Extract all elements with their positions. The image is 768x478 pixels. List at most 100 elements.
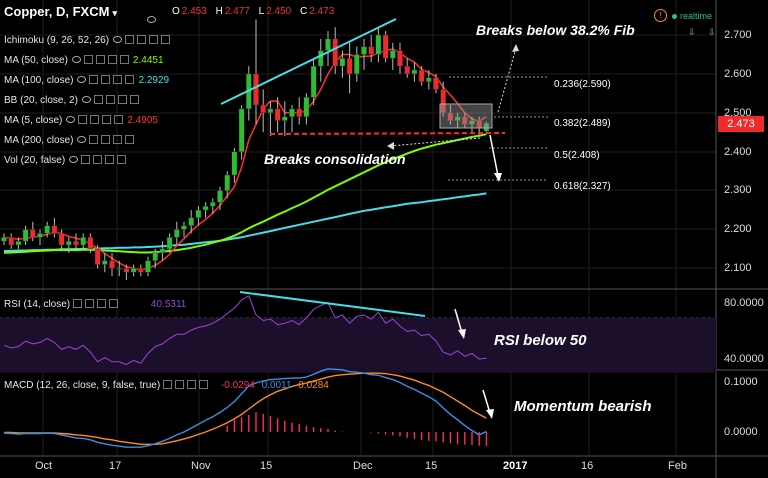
close-icon[interactable]: [125, 75, 135, 84]
ma50-line: [3, 133, 487, 254]
close-icon[interactable]: [119, 55, 129, 64]
symbol-title[interactable]: Copper, D, FXCM ▾: [4, 4, 117, 19]
indicator-row[interactable]: BB (20, close, 2): [4, 93, 143, 108]
time-axis-label: 15: [425, 460, 438, 472]
candle-body: [123, 268, 130, 273]
annotation-fib-break: Breaks below 38.2% Fib: [476, 22, 635, 38]
alert-icon[interactable]: !: [654, 9, 667, 22]
candle-body: [282, 116, 288, 121]
consolidation-box: [439, 103, 493, 129]
settings-icon[interactable]: [83, 55, 93, 64]
candle-body: [58, 233, 65, 246]
fib-label-05: 0.5(2.408): [554, 150, 600, 161]
indicator-label: BB (20, close, 2): [4, 95, 78, 106]
add-icon[interactable]: [113, 135, 123, 144]
time-axis-label: 2017: [503, 460, 528, 472]
settings-icon[interactable]: [78, 115, 88, 124]
candle-body: [390, 50, 396, 59]
source-icon[interactable]: [101, 135, 111, 144]
candle-body: [37, 233, 43, 238]
source-icon[interactable]: [105, 95, 115, 104]
settings-icon[interactable]: [93, 95, 103, 104]
scroll-down-icon[interactable]: ⇩: [688, 27, 696, 37]
time-axis-label: Oct: [35, 460, 53, 472]
indicator-label: MA (50, close): [4, 55, 68, 66]
eye-icon[interactable]: [66, 116, 76, 123]
eye-icon[interactable]: [77, 136, 87, 143]
candle-body: [224, 174, 231, 191]
close-icon[interactable]: [117, 155, 127, 164]
close-icon[interactable]: [114, 115, 124, 124]
price-axis-tick: 2.600: [724, 68, 752, 80]
candle-body: [130, 268, 137, 273]
rsi-header[interactable]: RSI (14, close) 40.5311: [4, 299, 187, 310]
settings-icon[interactable]: [89, 135, 99, 144]
indicator-row[interactable]: MA (200, close): [4, 133, 138, 148]
source-icon[interactable]: [101, 75, 111, 84]
last-price-tag: 2.473: [718, 116, 764, 132]
candle-body: [426, 77, 432, 82]
candle-body: [80, 237, 86, 246]
candle-body: [303, 97, 310, 117]
eye-icon[interactable]: [71, 56, 81, 63]
add-icon[interactable]: [149, 35, 159, 44]
add-icon[interactable]: [105, 155, 115, 164]
source-icon[interactable]: [137, 35, 147, 44]
consolidation-line: [269, 132, 506, 135]
candle-body: [173, 229, 180, 238]
macd-axis-tick-0100: 0.1000: [724, 376, 758, 388]
add-icon[interactable]: [107, 55, 117, 64]
settings-icon[interactable]: [81, 155, 91, 164]
candle-body: [296, 108, 303, 117]
indicator-value: 2.2929: [138, 75, 170, 86]
indicator-row[interactable]: MA (5, close) 2.4905: [4, 113, 158, 128]
candle-body: [137, 268, 144, 273]
annotation-macd: Momentum bearish: [514, 398, 652, 415]
indicator-row[interactable]: MA (100, close) 2.2929: [4, 73, 169, 88]
eye-icon[interactable]: [77, 76, 87, 83]
candle-body: [411, 69, 418, 75]
eye-icon[interactable]: [69, 156, 79, 163]
candle-body: [469, 120, 475, 125]
projection-arrow-left: [389, 137, 481, 147]
time-axis-label: Feb: [668, 460, 687, 472]
settings-icon[interactable]: [89, 75, 99, 84]
source-icon[interactable]: [93, 155, 103, 164]
candle-body: [418, 69, 425, 82]
candle-body: [368, 46, 375, 55]
candle-body: [454, 116, 461, 121]
time-axis-label: Dec: [353, 460, 373, 472]
candle-body: [267, 108, 274, 114]
settings-icon[interactable]: [125, 35, 135, 44]
price-axis-tick: 2.300: [724, 184, 752, 196]
candle-body: [339, 58, 346, 67]
candle-body: [152, 252, 159, 261]
arrow-head: [486, 409, 494, 419]
eye-icon[interactable]: [81, 96, 91, 103]
indicator-row[interactable]: Ichimoku (9, 26, 52, 26): [4, 33, 174, 48]
candle-body: [354, 54, 360, 75]
add-icon[interactable]: [113, 75, 123, 84]
source-icon[interactable]: [95, 55, 105, 64]
candle-body: [289, 108, 295, 117]
collapse-icon[interactable]: ⇩: [708, 27, 716, 37]
macd-header[interactable]: MACD (12, 26, close, 9, false, true) -0.…: [4, 380, 329, 391]
price-axis-tick: 2.400: [724, 146, 752, 158]
indicator-row[interactable]: Vol (20, false): [4, 153, 130, 168]
close-icon[interactable]: [129, 95, 139, 104]
arrow-head: [458, 329, 466, 339]
candle-body: [145, 260, 151, 273]
eye-icon[interactable]: [143, 10, 156, 28]
source-icon[interactable]: [90, 115, 100, 124]
candle-body: [217, 190, 223, 203]
indicator-row[interactable]: MA (50, close) 2.4451: [4, 53, 164, 68]
candle-body: [209, 202, 216, 207]
candle-body: [404, 65, 411, 75]
close-icon[interactable]: [161, 35, 171, 44]
candle-body: [332, 38, 339, 67]
add-icon[interactable]: [117, 95, 127, 104]
close-icon[interactable]: [125, 135, 135, 144]
eye-icon[interactable]: [113, 36, 123, 43]
add-icon[interactable]: [102, 115, 112, 124]
